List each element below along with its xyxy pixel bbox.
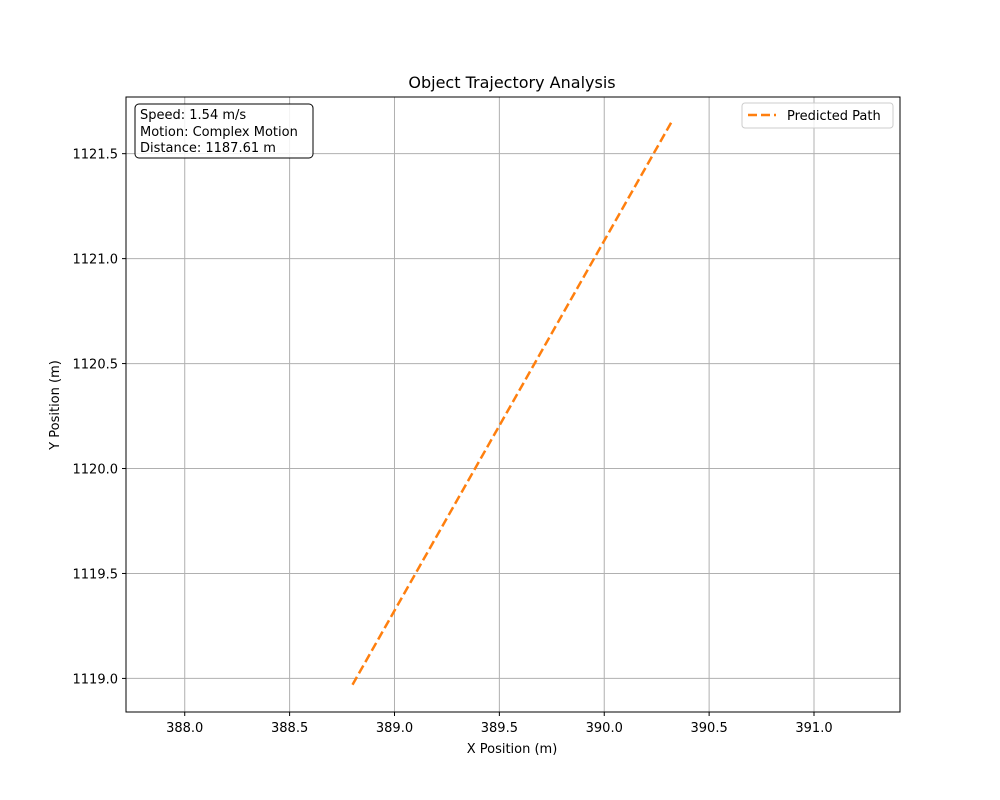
chart-title: Object Trajectory Analysis — [408, 73, 615, 92]
plot-area-frame — [125, 96, 901, 713]
y-tick-label: 1121.0 — [73, 253, 119, 268]
legend-frame — [741, 102, 894, 129]
x-tick-label: 388.5 — [271, 721, 308, 736]
y-tick-label: 1121.5 — [73, 148, 119, 163]
legend: Predicted Path — [741, 102, 894, 129]
x-tick-label: 389.5 — [481, 721, 518, 736]
info-box-frame — [134, 103, 314, 159]
y-tick-label: 1120.5 — [73, 358, 119, 373]
x-tick-label: 389.0 — [376, 721, 413, 736]
info-motion-text: Motion: Complex Motion — [140, 125, 298, 140]
y-axis-label: Y Position (m) — [48, 360, 63, 451]
y-tick-label: 1120.0 — [73, 463, 119, 478]
x-tick-label: 390.5 — [691, 721, 728, 736]
y-tick-label: 1119.5 — [73, 567, 119, 582]
y-tick-label: 1119.0 — [73, 672, 119, 687]
info-speed-text: Speed: 1.54 m/s — [140, 108, 246, 123]
x-axis-label: X Position (m) — [467, 742, 558, 757]
series-line-predicted-path — [351, 121, 673, 686]
series-layer — [351, 121, 673, 686]
x-tick-label: 391.0 — [795, 721, 832, 736]
y-axis-ticks: 1119.0 1119.5 1120.0 1120.5 1121.0 1121.5 — [73, 148, 126, 687]
info-distance-text: Distance: 1187.61 m — [140, 141, 276, 156]
legend-label-predicted-path: Predicted Path — [787, 109, 881, 124]
info-box: Speed: 1.54 m/s Motion: Complex Motion D… — [134, 103, 314, 159]
x-tick-label: 388.0 — [166, 721, 203, 736]
grid-lines — [126, 97, 900, 712]
x-tick-label: 390.0 — [586, 721, 623, 736]
x-axis-ticks: 388.0 388.5 389.0 389.5 390.0 390.5 391.0 — [166, 712, 833, 736]
